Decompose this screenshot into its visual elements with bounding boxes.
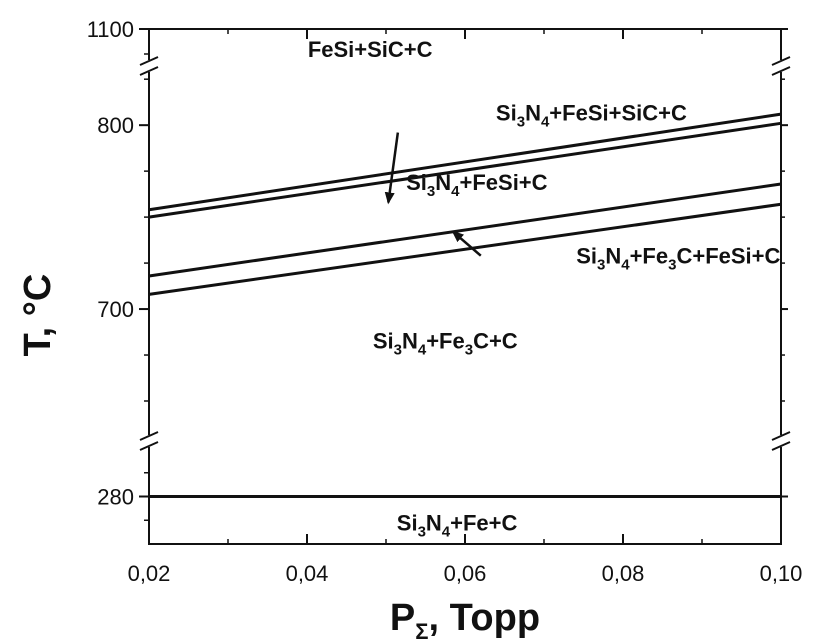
axis-break-mark bbox=[139, 441, 159, 451]
axis-break-mark bbox=[139, 431, 159, 441]
phase-boundary-line bbox=[148, 182, 782, 278]
y-tick-label: 700 bbox=[97, 297, 134, 322]
axis-breaks-layer bbox=[139, 56, 791, 451]
phase-boundary-line bbox=[148, 121, 782, 219]
y-tick-label: 280 bbox=[97, 485, 134, 510]
annotation-arrow bbox=[384, 132, 400, 205]
axis-titles-layer: PΣ, Торр T, °C bbox=[17, 274, 540, 641]
series-layer bbox=[148, 112, 782, 498]
region-label: Si3N4+FeSi+C bbox=[406, 170, 548, 200]
ticks-layer: 0,02 0,04 0,06 0,08 0,10 1100 800 700 280 bbox=[87, 17, 803, 586]
region-label: Si3N4+FeSi+SiC+C bbox=[496, 100, 687, 130]
phase-boundary-line bbox=[148, 202, 782, 296]
axis-break-mark bbox=[771, 431, 791, 441]
x-tick-label: 0,02 bbox=[128, 561, 171, 586]
arrows-layer bbox=[384, 132, 482, 257]
axis-break-mark bbox=[139, 56, 159, 66]
labels-layer: FeSi+SiC+C Si3N4+FeSi+SiC+C Si3N4+FeSi+C Si… bbox=[308, 37, 781, 541]
x-tick-label: 0,06 bbox=[444, 561, 487, 586]
y-axis-title: T, °C bbox=[17, 274, 59, 357]
region-label: Si3N4+Fe+C bbox=[397, 511, 518, 541]
phase-boundary-line bbox=[148, 112, 782, 212]
x-tick-label: 0,10 bbox=[760, 561, 803, 586]
axis-break-mark bbox=[771, 56, 791, 66]
x-axis-title: PΣ, Торр bbox=[390, 597, 540, 641]
y-tick-label: 800 bbox=[97, 113, 134, 138]
y-tick-label: 1100 bbox=[87, 17, 134, 42]
axis-break-mark bbox=[139, 66, 159, 76]
x-tick-label: 0,04 bbox=[286, 561, 329, 586]
annotation-arrow bbox=[451, 230, 482, 257]
axis-break-mark bbox=[771, 441, 791, 451]
region-label: Si3N4+Fe3C+FeSi+C bbox=[576, 244, 780, 274]
region-label: Si3N4+Fe3C+C bbox=[373, 328, 518, 358]
x-tick-label: 0,08 bbox=[602, 561, 645, 586]
axis-break-mark bbox=[771, 66, 791, 76]
region-label: FeSi+SiC+C bbox=[308, 37, 433, 62]
